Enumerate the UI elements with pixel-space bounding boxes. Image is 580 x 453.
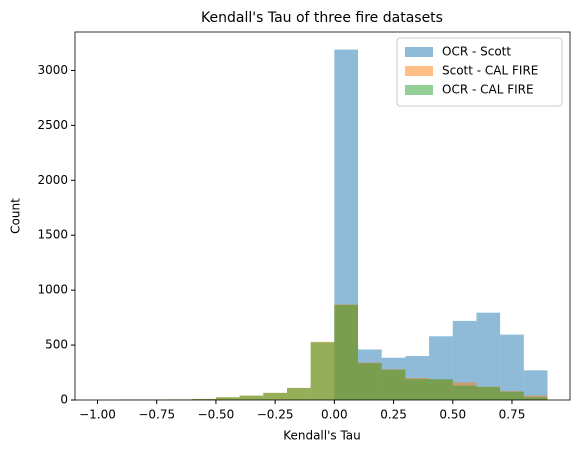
y-tick-label: 1000: [37, 283, 68, 297]
y-tick-label: 2500: [37, 118, 68, 132]
bar: [310, 342, 335, 400]
y-tick-label: 0: [60, 393, 68, 407]
x-tick-label: 0.75: [499, 408, 526, 422]
legend-swatch: [405, 47, 433, 57]
x-tick-label: 0.50: [439, 408, 466, 422]
legend-label: OCR - Scott: [442, 45, 511, 59]
plot-frame: [74, 31, 571, 401]
legend-label: OCR - CAL FIRE: [442, 83, 534, 97]
bar: [429, 379, 453, 400]
bar: [452, 320, 477, 400]
x-tick-label: 0.25: [380, 408, 407, 422]
bar: [286, 387, 311, 400]
y-tick-label: 500: [45, 338, 68, 352]
bar: [239, 395, 264, 400]
x-axis-label: Kendall's Tau: [283, 429, 361, 443]
bar: [263, 392, 287, 400]
bar: [192, 398, 216, 400]
x-tick-label: −0.50: [198, 408, 235, 422]
x-tick-label: −1.00: [79, 408, 116, 422]
legend-swatch: [405, 66, 433, 76]
legend-label: Scott - CAL FIRE: [442, 64, 538, 78]
legend-swatch: [405, 85, 433, 95]
chart-title: Kendall's Tau of three fire datasets: [201, 10, 443, 26]
x-tick-label: −0.25: [257, 408, 294, 422]
y-tick-label: 1500: [37, 228, 68, 242]
legend-box: [396, 37, 563, 107]
x-tick-label: 0.00: [321, 408, 348, 422]
bar: [381, 369, 406, 400]
y-tick-label: 2000: [37, 173, 68, 187]
y-tick-label: 3000: [37, 63, 68, 77]
bar: [334, 304, 359, 400]
bar: [500, 391, 524, 400]
bar: [358, 363, 382, 400]
bar: [523, 397, 548, 400]
bar: [476, 386, 501, 400]
bar: [523, 370, 548, 400]
bar: [405, 379, 430, 400]
bar: [500, 334, 524, 400]
bar: [452, 385, 477, 400]
bar: [476, 312, 501, 400]
bar: [215, 397, 240, 400]
x-tick-label: −0.75: [138, 408, 175, 422]
y-axis-label: Count: [9, 198, 23, 234]
